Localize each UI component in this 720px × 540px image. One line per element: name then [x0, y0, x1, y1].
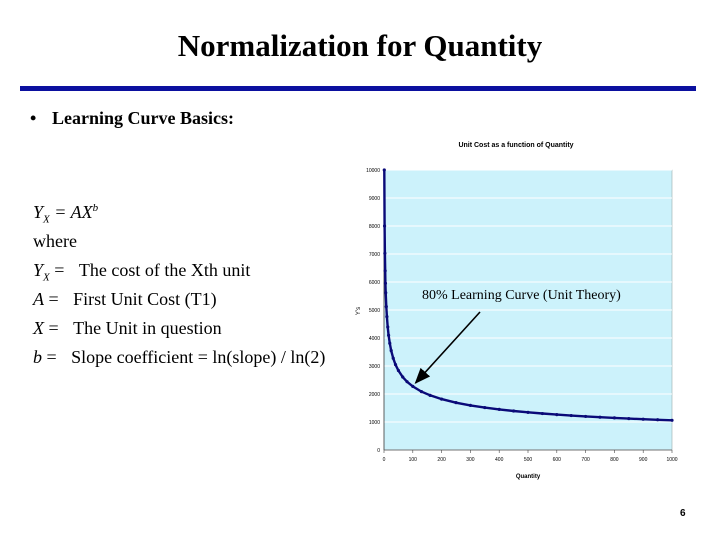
chart-data-point [526, 410, 530, 414]
definition-text: Slope coefficient = ln(slope) / ln(2) [71, 347, 326, 367]
formula-rhs: = AX [54, 202, 93, 222]
chart-x-tick-label: 400 [495, 457, 504, 463]
definition-symbol: b [33, 347, 42, 367]
chart-data-point [405, 380, 409, 384]
chart-y-tick-label: 3000 [369, 364, 380, 370]
definition-text: The Unit in question [73, 318, 222, 338]
definition-a: A = First Unit Cost (T1) [33, 289, 217, 310]
slide-title: Normalization for Quantity [177, 28, 543, 63]
chart-y-tick-label: 9000 [369, 196, 380, 202]
chart-data-point [497, 407, 501, 411]
chart-y-tick-label: 6000 [369, 280, 380, 286]
chart-x-tick-label: 700 [581, 457, 590, 463]
chart-data-point [393, 363, 398, 367]
chart-y-tick-label: 8000 [369, 224, 380, 230]
chart-x-tick-label: 200 [437, 457, 446, 463]
chart-y-tick-label: 7000 [369, 252, 380, 258]
chart-y-tick-label: 2000 [369, 392, 380, 398]
chart-data-point [612, 416, 617, 420]
page-number: 6 [680, 508, 686, 519]
chart-x-tick-label: 1000 [666, 457, 677, 463]
definition-yx: YX = The cost of the Xth unit [33, 260, 250, 284]
bullet-text: Learning Curve Basics: [52, 108, 234, 128]
definition-equals: = [48, 318, 59, 338]
chart-data-point [670, 418, 674, 422]
chart-data-point [382, 224, 387, 228]
chart-x-tick-label: 500 [524, 457, 533, 463]
chart-data-point [419, 389, 424, 394]
chart-data-point [386, 325, 390, 329]
chart-x-tick-label: 800 [610, 457, 619, 463]
definition-symbol: Y [33, 260, 44, 280]
chart-data-point [483, 405, 487, 410]
bullet-learning-curve-basics: • Learning Curve Basics: [30, 108, 234, 129]
chart-data-point [411, 384, 415, 389]
definition-symbol: A [33, 289, 44, 309]
chart-annotation-label: 80% Learning Curve (Unit Theory) [422, 288, 621, 303]
chart-x-tick-label: 300 [466, 457, 475, 463]
definition-equals: = [48, 289, 59, 309]
formula-exponent-b: b [92, 202, 99, 214]
chart-data-point [584, 414, 588, 419]
chart-data-point [401, 375, 405, 379]
chart-y-tick-label: 1000 [369, 420, 380, 426]
chart-y-tick-label: 10000 [366, 168, 380, 174]
definition-subscript: X [43, 271, 50, 284]
chart-data-point [384, 305, 388, 309]
chart-y-tick-label: 4000 [369, 336, 380, 342]
title-rule [20, 86, 696, 91]
chart-data-point [569, 413, 573, 418]
chart-data-point [383, 251, 387, 256]
chart-x-tick-label: 0 [383, 457, 386, 463]
bullet-dot: • [30, 108, 37, 128]
chart-data-point [383, 281, 388, 285]
chart-title: Unit Cost as a function of Quantity [458, 142, 573, 149]
definition-equals: = [46, 347, 57, 367]
chart-y-tick-label: 5000 [369, 308, 380, 314]
definition-text: The cost of the Xth unit [78, 260, 251, 280]
chart-data-point [396, 368, 400, 373]
chart-data-point [383, 269, 387, 273]
chart-data-point [656, 418, 660, 422]
chart-data-point [440, 397, 444, 401]
chart-data-point [511, 409, 516, 413]
chart-data-point [641, 417, 645, 421]
definition-symbol: X [33, 318, 44, 338]
formula-where: where [33, 231, 77, 251]
formula-subscript-x: X [43, 213, 50, 226]
chart-x-tick-label: 100 [409, 457, 418, 463]
chart-x-tick-label: 900 [639, 457, 648, 463]
chart-data-point [540, 411, 545, 416]
chart-data-point [382, 168, 386, 172]
definition-x: X = The Unit in question [33, 318, 222, 339]
chart-x-tick-label: 600 [553, 457, 562, 463]
definition-text: First Unit Cost (T1) [73, 289, 217, 309]
chart-annotation-arrow [414, 311, 481, 384]
chart-data-point [389, 349, 393, 353]
chart-data-point [468, 403, 472, 407]
chart-data-point [391, 356, 395, 360]
chart-x-axis-label: Quantity [516, 474, 541, 480]
chart-data-point [627, 416, 631, 421]
chart-data-point [384, 291, 388, 295]
chart-data-point [454, 401, 458, 405]
chart-data-point [598, 415, 602, 419]
chart-data-point [555, 413, 559, 417]
formula-learning-curve: YX = AXb [33, 202, 98, 226]
chart-data-point [388, 341, 392, 345]
definition-b: b = Slope coefficient = ln(slope) / ln(2… [33, 347, 325, 368]
chart-data-point [385, 314, 389, 319]
chart-y-tick-label: 0 [377, 448, 380, 454]
chart-y-axis-label: Y's [356, 307, 362, 315]
chart-data-point [428, 393, 432, 397]
formula-symbol-y: Y [33, 202, 44, 222]
definition-equals: = [54, 260, 65, 280]
chart-data-point [387, 333, 391, 337]
